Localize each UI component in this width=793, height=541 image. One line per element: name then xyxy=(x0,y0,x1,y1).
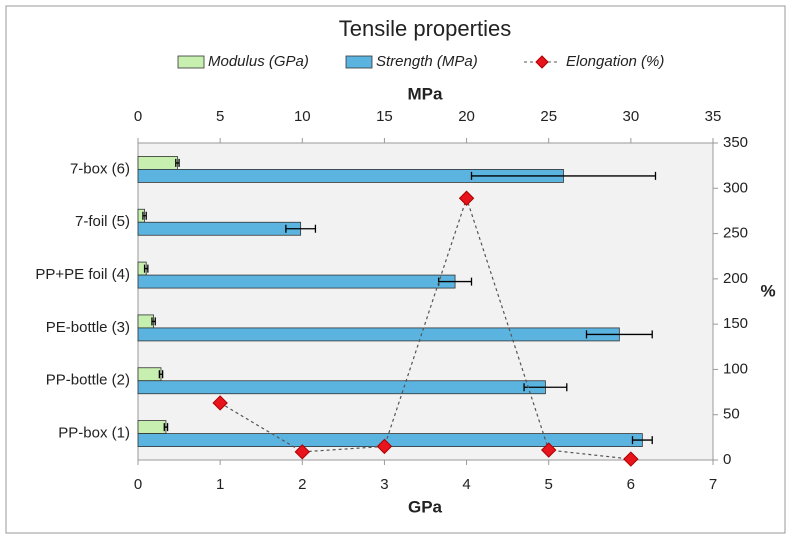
legend-marker xyxy=(535,55,549,69)
y-tick-label: PP-bottle (2) xyxy=(46,372,130,389)
legend-swatch xyxy=(177,55,205,69)
x2-tick-label: 10 xyxy=(294,108,311,125)
y2-tick-label: 200 xyxy=(723,270,748,287)
bar xyxy=(137,380,546,395)
marker xyxy=(212,395,228,411)
x-tick-label: 4 xyxy=(462,476,470,493)
marker xyxy=(623,451,639,467)
y2-tick-label: 0 xyxy=(723,451,731,468)
x-axis-label: GPa xyxy=(408,497,443,516)
y-tick-label: 7-foil (5) xyxy=(75,213,130,230)
y-tick-label: PE-bottle (3) xyxy=(46,319,130,336)
x2-tick-label: 25 xyxy=(540,108,557,125)
x-tick-label: 7 xyxy=(709,476,717,493)
error-bar xyxy=(158,370,164,379)
x2-tick-label: 0 xyxy=(134,108,142,125)
bar xyxy=(137,420,167,434)
error-bar xyxy=(142,211,147,220)
y2-tick-label: 350 xyxy=(723,134,748,151)
y-tick-label: 7-box (6) xyxy=(70,160,130,177)
y-tick-label: PP+PE foil (4) xyxy=(35,266,130,283)
x2-tick-label: 5 xyxy=(216,108,224,125)
y2-tick-label: 100 xyxy=(723,360,748,377)
x-tick-label: 6 xyxy=(627,476,635,493)
error-bar xyxy=(151,317,156,326)
x-tick-label: 0 xyxy=(134,476,142,493)
marker xyxy=(376,438,393,455)
error-bar xyxy=(143,264,149,273)
y2-tick-label: 300 xyxy=(723,179,748,196)
x2-tick-label: 15 xyxy=(376,108,393,125)
legend-label: Modulus (GPa) xyxy=(208,53,309,70)
bar xyxy=(137,274,456,289)
bar xyxy=(137,314,155,329)
marker xyxy=(294,444,310,460)
legend-label: Elongation (%) xyxy=(566,53,664,70)
bar xyxy=(137,367,162,382)
bar xyxy=(137,156,178,170)
error-bar xyxy=(175,158,180,167)
x-tick-label: 2 xyxy=(298,476,306,493)
x2-tick-label: 30 xyxy=(623,108,640,125)
x2-axis-label: MPa xyxy=(408,84,444,103)
legend-label: Strength (MPa) xyxy=(376,53,478,70)
bar xyxy=(137,221,302,236)
x-tick-label: 5 xyxy=(545,476,553,493)
y-tick-label: PP-box (1) xyxy=(58,425,130,442)
y2-axis-label: % xyxy=(760,281,775,300)
chart-title: Tensile properties xyxy=(339,16,511,41)
error-bar xyxy=(470,171,657,180)
x-tick-label: 1 xyxy=(216,476,224,493)
error-bar xyxy=(523,383,568,392)
y2-tick-label: 150 xyxy=(723,315,748,332)
bar xyxy=(137,327,620,342)
marker xyxy=(458,190,475,206)
marker xyxy=(541,442,557,458)
x-tick-label: 3 xyxy=(380,476,388,493)
legend-swatch xyxy=(345,55,373,69)
y2-tick-label: 50 xyxy=(723,406,740,423)
y2-tick-label: 250 xyxy=(723,225,748,242)
plot-area xyxy=(137,142,714,461)
x2-tick-label: 20 xyxy=(458,108,475,125)
line xyxy=(219,196,631,460)
error-bar xyxy=(163,423,169,432)
x2-tick-label: 35 xyxy=(705,108,722,125)
error-bar xyxy=(631,436,653,445)
error-bar xyxy=(285,224,317,233)
error-bar xyxy=(585,330,653,339)
